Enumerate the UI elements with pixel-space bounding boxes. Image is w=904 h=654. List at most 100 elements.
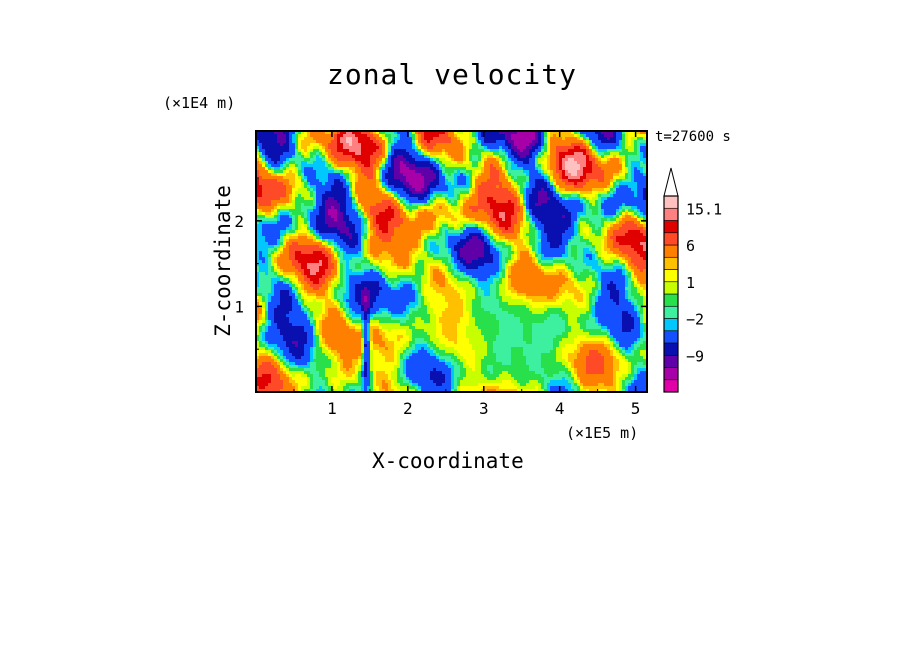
contour-cell bbox=[589, 182, 593, 186]
contour-cell bbox=[412, 239, 416, 243]
contour-cell bbox=[526, 173, 530, 177]
contour-cell bbox=[259, 131, 263, 135]
contour-cell bbox=[484, 200, 488, 204]
contour-cell bbox=[604, 140, 608, 144]
contour-cell bbox=[526, 191, 530, 195]
contour-cell bbox=[289, 239, 293, 243]
contour-cell bbox=[511, 146, 515, 150]
contour-cell bbox=[601, 170, 605, 174]
contour-cell bbox=[361, 197, 365, 201]
contour-cell bbox=[259, 236, 263, 240]
contour-cell bbox=[403, 173, 407, 177]
contour-cell bbox=[622, 146, 626, 150]
contour-cell bbox=[514, 215, 518, 219]
contour-cell bbox=[535, 176, 539, 180]
contour-cell bbox=[601, 227, 605, 231]
contour-cell bbox=[283, 170, 287, 174]
contour-cell bbox=[433, 140, 437, 144]
contour-cell bbox=[283, 173, 287, 177]
contour-cell bbox=[418, 230, 422, 234]
contour-cell bbox=[331, 179, 335, 183]
contour-cell bbox=[562, 188, 566, 192]
contour-cell bbox=[268, 206, 272, 210]
contour-cell bbox=[457, 179, 461, 183]
contour-cell bbox=[379, 206, 383, 210]
contour-cell bbox=[523, 209, 527, 213]
contour-cell bbox=[316, 206, 320, 210]
contour-cell bbox=[496, 149, 500, 153]
contour-cell bbox=[385, 146, 389, 150]
contour-cell bbox=[433, 242, 437, 246]
contour-cell bbox=[301, 233, 305, 237]
contour-cell bbox=[262, 224, 266, 228]
contour-cell bbox=[442, 149, 446, 153]
contour-cell bbox=[616, 194, 620, 198]
contour-cell bbox=[568, 203, 572, 207]
contour-cell bbox=[310, 215, 314, 219]
contour-cell bbox=[448, 158, 452, 162]
contour-cell bbox=[460, 179, 464, 183]
contour-cell bbox=[640, 179, 644, 183]
contour-cell bbox=[445, 224, 449, 228]
contour-cell bbox=[553, 158, 557, 162]
contour-cell bbox=[454, 137, 458, 141]
contour-cell bbox=[529, 242, 533, 246]
contour-cell bbox=[601, 185, 605, 189]
contour-cell bbox=[556, 218, 560, 222]
contour-cell bbox=[319, 197, 323, 201]
contour-cell bbox=[445, 188, 449, 192]
contour-cell bbox=[403, 182, 407, 186]
contour-cell bbox=[343, 176, 347, 180]
contour-cell bbox=[454, 209, 458, 213]
contour-cell bbox=[262, 233, 266, 237]
contour-cell bbox=[640, 185, 644, 189]
contour-cell bbox=[295, 179, 299, 183]
contour-cell bbox=[298, 155, 302, 159]
contour-cell bbox=[388, 182, 392, 186]
contour-cell bbox=[343, 206, 347, 210]
contour-cell bbox=[283, 146, 287, 150]
contour-cell bbox=[394, 140, 398, 144]
contour-cell bbox=[430, 212, 434, 216]
contour-cell bbox=[580, 134, 584, 138]
contour-cell bbox=[349, 152, 353, 156]
contour-cell bbox=[265, 173, 269, 177]
contour-cell bbox=[625, 239, 629, 243]
contour-cell bbox=[616, 203, 620, 207]
contour-cell bbox=[508, 242, 512, 246]
contour-cell bbox=[538, 176, 542, 180]
contour-cell bbox=[607, 161, 611, 165]
contour-cell bbox=[547, 167, 551, 171]
contour-cell bbox=[346, 164, 350, 168]
contour-cell bbox=[376, 200, 380, 204]
contour-cell bbox=[277, 233, 281, 237]
contour-cell bbox=[478, 239, 482, 243]
contour-cell bbox=[373, 221, 377, 225]
contour-cell bbox=[322, 140, 326, 144]
contour-cell bbox=[493, 137, 497, 141]
contour-cell bbox=[268, 134, 272, 138]
contour-cell bbox=[454, 149, 458, 153]
contour-cell bbox=[457, 215, 461, 219]
contour-cell bbox=[484, 227, 488, 231]
contour-cell bbox=[526, 206, 530, 210]
contour-cell bbox=[421, 212, 425, 216]
contour-cell bbox=[412, 152, 416, 156]
contour-cell bbox=[505, 182, 509, 186]
contour-cell bbox=[286, 143, 290, 147]
contour-cell bbox=[430, 131, 434, 135]
contour-cell bbox=[538, 236, 542, 240]
contour-cell bbox=[448, 221, 452, 225]
contour-cell bbox=[298, 233, 302, 237]
contour-cell bbox=[340, 143, 344, 147]
contour-cell bbox=[541, 152, 545, 156]
contour-cell bbox=[487, 197, 491, 201]
contour-cell bbox=[316, 164, 320, 168]
contour-cell bbox=[337, 161, 341, 165]
contour-cell bbox=[586, 236, 590, 240]
contour-cell bbox=[436, 173, 440, 177]
contour-cell bbox=[499, 191, 503, 195]
contour-cell bbox=[349, 230, 353, 234]
contour-cell bbox=[364, 152, 368, 156]
contour-cell bbox=[493, 203, 497, 207]
